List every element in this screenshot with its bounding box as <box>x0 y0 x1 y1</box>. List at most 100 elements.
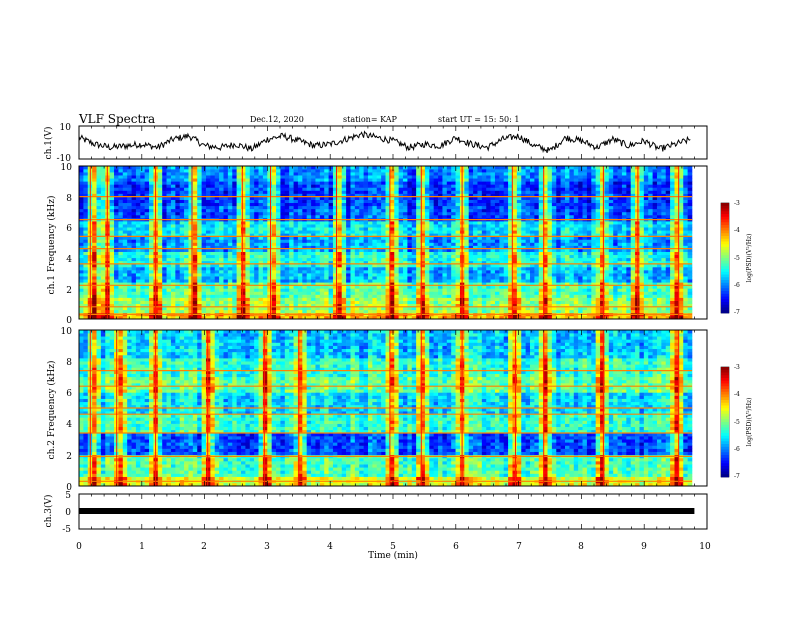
spectrogram-cell <box>574 258 579 261</box>
spectrogram-cell <box>390 230 395 233</box>
spectrogram-cell <box>197 273 202 276</box>
spectrogram-cell <box>434 239 439 242</box>
spectrogram-cell <box>97 227 102 230</box>
spectrogram-cell <box>521 270 526 273</box>
spectrogram-cell <box>237 227 242 230</box>
spectrogram-cell <box>517 230 522 233</box>
spectrogram-cell <box>565 267 570 270</box>
spectrogram-cell <box>434 310 439 313</box>
spectrogram-cell <box>241 258 246 261</box>
spectrogram-cell <box>359 270 364 273</box>
spectrogram-cell <box>600 288 605 291</box>
spectrogram-cell <box>162 295 167 298</box>
spectrogram-cell <box>123 270 128 273</box>
spectrogram-cell <box>350 276 355 279</box>
spectrogram-cell <box>548 279 553 282</box>
spectrogram-cell <box>289 230 294 233</box>
spectrogram-cell <box>429 291 434 294</box>
spectrogram-cell <box>499 295 504 298</box>
spectrogram-cell <box>285 227 290 230</box>
spectrogram-cell <box>600 243 605 246</box>
spectrogram-cell <box>569 252 574 255</box>
spectrogram-cell <box>539 215 544 218</box>
spectrogram-cell <box>512 239 517 242</box>
spectrogram-cell <box>237 243 242 246</box>
spectrogram-cell <box>495 270 500 273</box>
spectrogram-cell <box>149 276 154 279</box>
spectrogram-cell <box>526 212 531 215</box>
spectrogram-cell <box>276 279 281 282</box>
spectrogram-cell <box>600 270 605 273</box>
spectrogram-cell <box>197 276 202 279</box>
spectrogram-cell <box>688 230 693 233</box>
spectrogram-cell <box>591 227 596 230</box>
spectrogram-cell <box>394 258 399 261</box>
spectrogram-cell <box>110 276 115 279</box>
spectrogram-cell <box>451 224 456 227</box>
spectrogram-cell <box>587 298 592 301</box>
spectrogram-cell <box>350 291 355 294</box>
spectrogram-cell <box>639 298 644 301</box>
spectrogram-cell <box>307 215 312 218</box>
spectrogram-cell <box>337 230 342 233</box>
spectrogram-cell <box>622 273 627 276</box>
spectrogram-cell <box>657 239 662 242</box>
spectrogram-cell <box>92 267 97 270</box>
spectrogram-cell <box>587 273 592 276</box>
spectrogram-cell <box>272 239 277 242</box>
spectrogram-cell <box>469 301 474 304</box>
spectrogram-cell <box>250 288 255 291</box>
spectrogram-cell <box>670 227 675 230</box>
spectrogram-cell <box>267 239 272 242</box>
spectrogram-cell <box>136 239 141 242</box>
spectrogram-cell <box>237 310 242 313</box>
spectrogram-cell <box>425 291 430 294</box>
spectrogram-cell <box>587 227 592 230</box>
spectrogram-cell <box>320 255 325 258</box>
spectrogram-cell <box>359 224 364 227</box>
spectrogram-cell <box>320 252 325 255</box>
spectrogram-cell <box>429 267 434 270</box>
spectrogram-cell <box>631 255 636 258</box>
ch1-spectrogram-panel: 10 8 6 4 2 0 ch.1 Frequency (kHz) -3 -4 … <box>46 163 753 326</box>
spectrogram-cell <box>495 255 500 258</box>
spectrogram-cell <box>167 276 172 279</box>
spectrogram-cell <box>648 215 653 218</box>
spectrogram-cell <box>499 310 504 313</box>
spectrogram-cell <box>210 224 215 227</box>
ch1-ytick-top: 10 <box>60 123 72 133</box>
spectrogram-cell <box>210 295 215 298</box>
spectrogram-cell <box>276 221 281 224</box>
spectrogram-cell <box>425 273 430 276</box>
spectrogram-cell <box>197 227 202 230</box>
spectrogram-cell <box>600 291 605 294</box>
spectrogram-cell <box>114 230 119 233</box>
spectrogram-cell <box>412 224 417 227</box>
spectrogram-cell <box>368 224 373 227</box>
spectrogram-cell <box>583 227 588 230</box>
spectrogram-cell <box>456 230 461 233</box>
spectrogram-cell <box>390 310 395 313</box>
spectrogram-cell <box>123 267 128 270</box>
spectrogram-cell <box>416 310 421 313</box>
spectrogram-cell <box>193 243 198 246</box>
spectrogram-cell <box>285 224 290 227</box>
spectrogram-cell <box>482 295 487 298</box>
spectrogram-cell <box>372 215 377 218</box>
spectrogram-cell <box>97 291 102 294</box>
spectrogram-cell <box>193 288 198 291</box>
spectrogram-cell <box>210 227 215 230</box>
spectrogram-cell <box>653 288 658 291</box>
spectrogram-cell <box>464 227 469 230</box>
spectrogram-cell <box>399 270 404 273</box>
spectrogram-cell <box>280 273 285 276</box>
spectrogram-cell <box>556 298 561 301</box>
spectrogram-cell <box>609 212 614 215</box>
spectrogram-cell <box>486 230 491 233</box>
spectrogram-cell <box>118 276 123 279</box>
spectrogram-cell <box>298 288 303 291</box>
spectrogram-cell <box>210 243 215 246</box>
spectrogram-cell <box>342 273 347 276</box>
spectrogram-cell <box>285 301 290 304</box>
spectrogram-cell <box>456 291 461 294</box>
